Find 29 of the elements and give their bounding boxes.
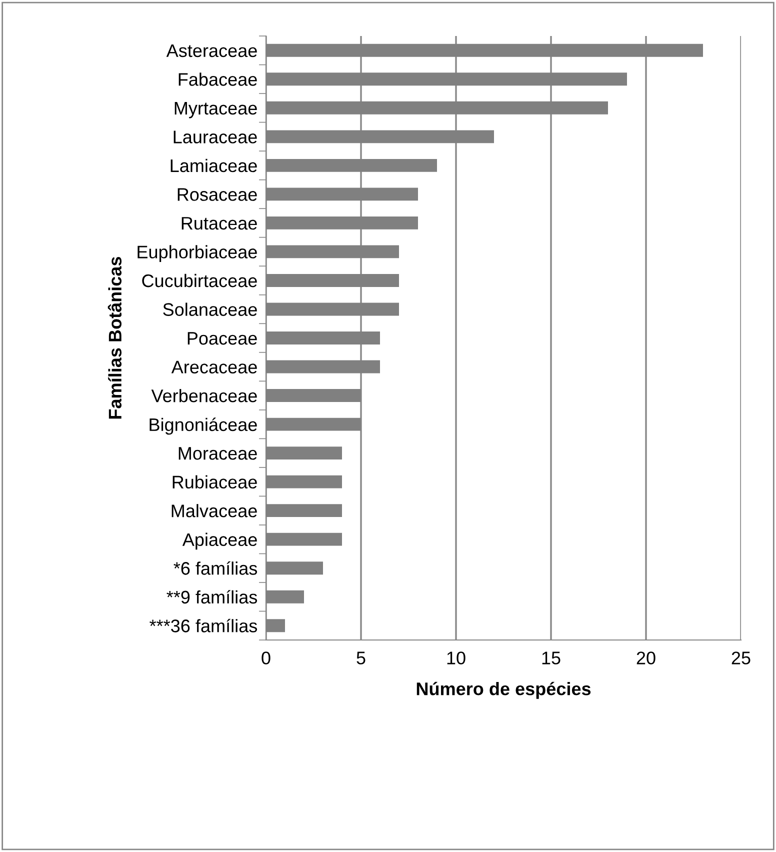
y-tick-label: Arecaceae: [171, 360, 257, 374]
y-tick-label: Apiaceae: [182, 532, 257, 550]
y-tick-label: Rosaceae: [178, 188, 257, 201]
y-tick-label: Lamiaceae: [170, 158, 257, 172]
y-tick-label: Rutaceae: [182, 217, 257, 230]
x-tick-label: 5: [356, 652, 366, 664]
y-tick-label: Bignoniáceae: [150, 418, 257, 435]
x-tick-label: 20: [636, 652, 656, 664]
y-tick-label: Malvaceae: [172, 504, 257, 518]
x-tick-label: 10: [447, 652, 466, 664]
y-tick-label: Lauraceae: [174, 130, 257, 144]
y-tick-label: Asteraceae: [166, 44, 257, 58]
y-tick-label: Poaceae: [188, 332, 257, 345]
y-tick-label: Verbenaceae: [151, 388, 257, 402]
y-tick-label: Moraceae: [178, 447, 257, 460]
y-tick-label: Solanaceae: [163, 302, 257, 316]
y-tick-label: Rubiaceae: [172, 475, 257, 489]
y-tick-label: ***36 famílias: [150, 618, 258, 632]
y-tick-label: *6 famílias: [174, 561, 258, 575]
y-tick-label: **9 famílias: [166, 590, 258, 604]
y-tick-label: Cucubirtaceae: [142, 274, 257, 288]
y-tick-label: Euphorbiaceae: [138, 245, 257, 262]
x-tick-label: 25: [732, 652, 750, 664]
y-tick-label: Myrtaceae: [174, 102, 257, 118]
y-axis-title: Famílias Botânicas: [108, 256, 122, 419]
x-tick-label: 15: [542, 652, 560, 664]
y-tick-label: Fabaceae: [178, 72, 257, 86]
x-axis-title: Número de espécies: [416, 682, 591, 699]
x-tick-label: 0: [262, 652, 270, 664]
